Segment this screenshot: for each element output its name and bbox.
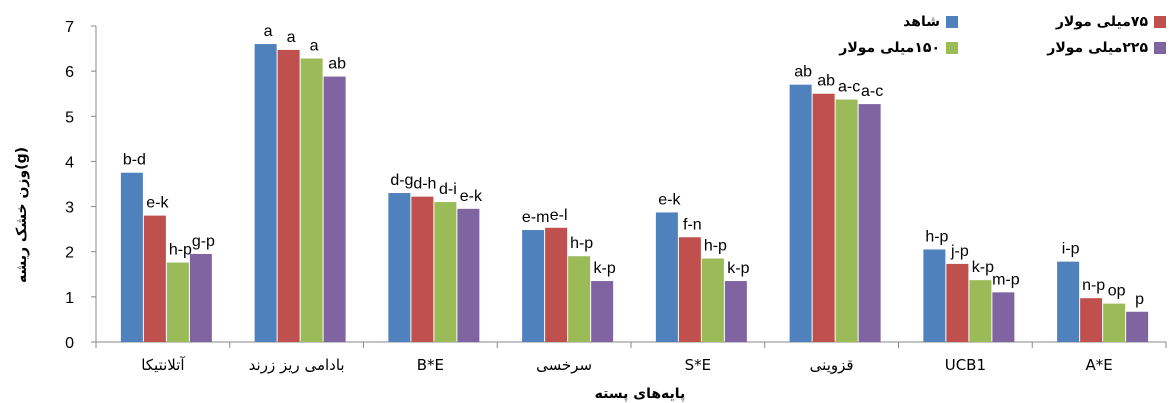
legend-swatch-0 <box>946 16 958 28</box>
legend-item-series-2: ۱۵۰میلی مولار <box>790 40 958 56</box>
bar <box>946 263 969 342</box>
bar <box>858 104 881 343</box>
bar-data-label: d-i <box>439 181 457 198</box>
x-tick-label: UCB1 <box>945 356 986 374</box>
legend-label-0: شاهد <box>903 14 940 30</box>
bar <box>655 212 678 342</box>
bar-data-label: a-c <box>838 79 860 96</box>
x-axis-title: پایه‌های پسته <box>595 386 686 402</box>
chart-legend: شاهد ۷۵میلی مولار ۱۵۰میلی مولار ۲۲۵میلی … <box>790 8 1170 80</box>
bar-data-label: k-p <box>727 260 749 277</box>
bar-data-label: e-m <box>522 209 550 226</box>
bar <box>724 281 747 342</box>
bar-data-label: k-p <box>972 259 994 276</box>
bar <box>701 258 724 342</box>
bar-data-label: f-n <box>683 216 702 233</box>
bar <box>923 249 946 342</box>
y-axis-title: وزن خشک ریشه(g) <box>14 147 30 283</box>
legend-label-1: ۷۵میلی مولار <box>1055 14 1148 30</box>
y-tick-label: 5 <box>65 109 74 126</box>
bar <box>277 49 300 342</box>
chart-axes: 0 1 2 3 4 5 6 7 آتلانتیکا بادامی ریز زرند B*E سرخسی… <box>65 19 1167 374</box>
legend-item-series-1: ۷۵میلی مولار <box>998 14 1166 30</box>
y-tick-label: 3 <box>65 200 74 217</box>
bar <box>992 292 1015 342</box>
bar-data-label: h-p <box>169 242 192 259</box>
bar-data-label: m-p <box>992 271 1020 288</box>
bar-data-label: op <box>1108 283 1126 300</box>
bar-data-label: h-p <box>704 237 727 254</box>
bar-data-label: e-k <box>146 195 169 212</box>
bar-data-label: h-p <box>570 235 593 252</box>
x-tick-label: S*E <box>685 356 712 374</box>
bar-data-label: e-k <box>460 188 483 205</box>
bar <box>434 202 457 342</box>
x-tick-label: B*E <box>417 356 444 374</box>
bar <box>143 215 166 342</box>
bar-data-label: n-p <box>1082 277 1105 294</box>
bar-data-label: a <box>287 29 296 46</box>
bar <box>545 227 568 342</box>
bar-data-label: k-p <box>594 260 616 277</box>
y-tick-label: 1 <box>65 290 74 307</box>
x-tick-label: آتلانتیکا <box>141 356 185 374</box>
legend-item-series-0: شاهد <box>790 14 958 30</box>
bar <box>591 281 614 342</box>
y-tick-label: 7 <box>65 19 74 36</box>
x-tick-label: بادامی ریز زرند <box>249 356 345 374</box>
y-tick-label: 0 <box>65 335 74 352</box>
bar-data-label: a <box>310 38 319 55</box>
legend-swatch-3 <box>1154 42 1166 54</box>
y-tick-label: 4 <box>65 154 74 171</box>
x-tick-label: سرخسی <box>536 356 592 374</box>
bar-data-label: ab <box>328 56 346 73</box>
bar <box>166 262 189 342</box>
bar <box>969 280 992 342</box>
bar <box>300 58 323 342</box>
bar <box>411 196 434 342</box>
bar-data-label: ab <box>817 73 835 90</box>
legend-item-series-3: ۲۲۵میلی مولار <box>998 40 1166 56</box>
bar <box>189 253 212 342</box>
bar <box>1103 303 1126 342</box>
bar-data-label: h-p <box>925 228 948 245</box>
bar-data-label: d-g <box>390 172 413 189</box>
legend-swatch-1 <box>1154 16 1166 28</box>
legend-swatch-2 <box>946 42 958 54</box>
bar-data-label: g-p <box>192 233 215 250</box>
x-tick-label: A*E <box>1086 356 1113 374</box>
bar <box>678 237 701 342</box>
bar-data-label: d-h <box>413 176 436 193</box>
bar-data-label: i-p <box>1062 241 1080 258</box>
bar <box>120 172 143 342</box>
bar <box>1126 311 1149 342</box>
legend-label-2: ۱۵۰میلی مولار <box>839 40 940 56</box>
y-tick-label: 6 <box>65 64 74 81</box>
bar-data-label: ab <box>794 64 812 81</box>
bar-data-label: p <box>1135 291 1144 308</box>
bar <box>323 76 346 342</box>
chart-bars <box>120 44 1149 343</box>
bar-data-label: a-c <box>861 83 883 100</box>
bar <box>522 230 545 342</box>
y-tick-label: 2 <box>65 245 74 262</box>
bar <box>1080 298 1103 342</box>
bar <box>1057 261 1080 342</box>
x-tick-label: قزوینی <box>810 356 854 374</box>
bar <box>457 208 480 342</box>
bar <box>388 193 411 342</box>
bar <box>254 44 277 343</box>
bar <box>812 93 835 342</box>
legend-label-3: ۲۲۵میلی مولار <box>1047 40 1148 56</box>
bar-data-label: b-d <box>123 152 146 169</box>
bar-data-label: e-l <box>550 207 568 224</box>
bar <box>789 84 812 342</box>
bar <box>568 256 591 342</box>
bar-data-label: j-p <box>950 243 969 260</box>
bar-data-label: a <box>264 23 273 40</box>
bar <box>835 99 858 342</box>
bar-data-label: e-k <box>658 191 681 208</box>
